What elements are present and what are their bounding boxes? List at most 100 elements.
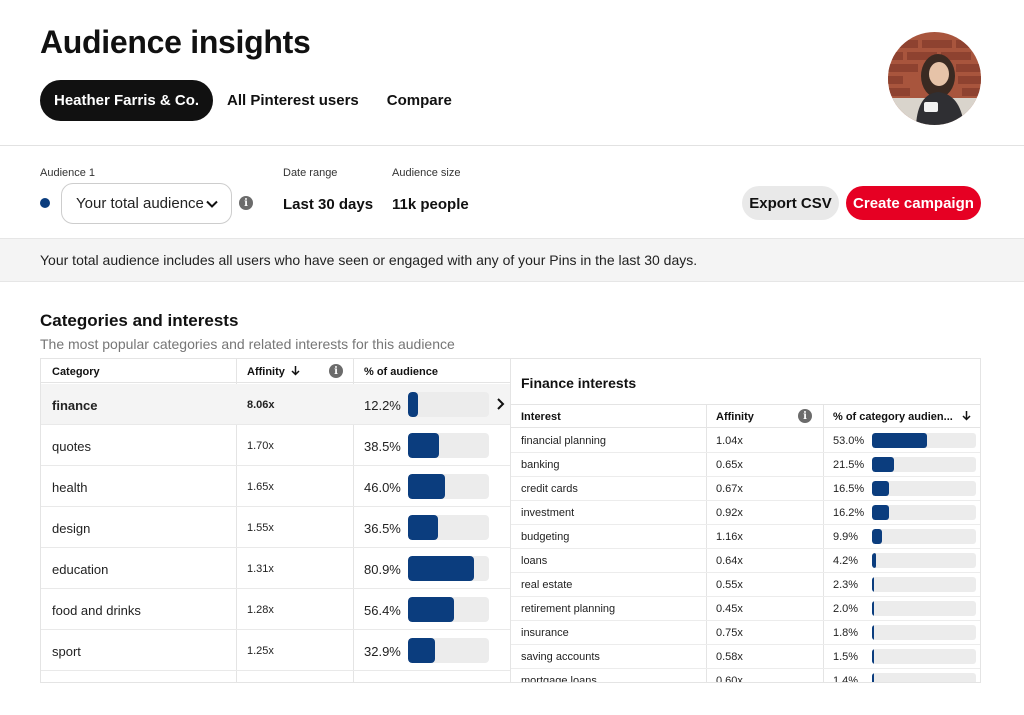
column-header-affinity[interactable]: Affinity [716,411,754,423]
audience-bar [408,474,489,499]
table-row[interactable] [41,671,510,682]
interest-name: financial planning [521,435,607,447]
table-row[interactable]: banking 0.65x 21.5% [511,453,980,477]
category-audience-percent: 2.3% [833,579,859,591]
category-name: finance [52,398,98,413]
category-audience-bar-fill [872,649,874,664]
table-row[interactable]: finance 8.06x 12.2% [41,384,510,425]
create-campaign-button[interactable]: Create campaign [846,186,981,220]
category-name: quotes [52,439,92,454]
affinity-value: 1.70x [247,440,274,452]
category-audience-bar-fill [872,457,895,472]
table-row[interactable]: education 1.31x 80.9% [41,548,510,589]
interest-name: credit cards [521,483,578,495]
affinity-info-icon[interactable]: i [329,364,343,378]
banner-text: Your total audience includes all users w… [40,252,698,268]
table-row[interactable]: investment 0.92x 16.2% [511,501,980,525]
audience-size-label: Audience size [392,167,461,179]
tab-compare[interactable]: Compare [386,92,452,109]
category-audience-percent: 16.2% [833,507,865,519]
arrow-down-icon [291,366,300,376]
category-audience-bar-fill [872,553,877,568]
category-audience-bar-fill [872,673,874,682]
affinity-info-icon[interactable]: i [798,409,812,423]
audience-percent: 80.9% [364,562,401,577]
audience-label: Audience 1 [40,167,96,179]
table-row[interactable]: mortgage loans 0.60x 1.4% [511,669,980,683]
category-audience-bar-fill [872,505,889,520]
table-row[interactable]: budgeting 1.16x 9.9% [511,525,980,549]
category-name: health [52,480,88,495]
table-row[interactable]: sport 1.25x 32.9% [41,630,510,671]
audience-bar-fill [408,597,454,622]
affinity-value: 0.60x [716,675,743,683]
affinity-value: 1.55x [247,522,274,534]
table-row[interactable]: quotes 1.70x 38.5% [41,425,510,466]
category-audience-bar [872,481,976,496]
tab-heather-farris[interactable]: Heather Farris & Co. [40,80,214,121]
table-row[interactable]: credit cards 0.67x 16.5% [511,477,980,501]
column-header-affinity[interactable]: Affinity [247,366,300,378]
interest-name: investment [521,507,575,519]
affinity-value: 1.16x [716,531,743,543]
category-audience-bar [872,601,976,616]
avatar[interactable] [888,32,981,125]
section-title: Categories and interests [40,311,239,330]
audience-bar [408,597,489,622]
table-row[interactable]: financial planning 1.04x 53.0% [511,429,980,453]
category-audience-percent: 53.0% [833,435,865,447]
audience-controls: Audience 1 Your total audience i Date ra… [0,147,1024,239]
chevron-down-icon [206,200,218,208]
table-row[interactable]: retirement planning 0.45x 2.0% [511,597,980,621]
column-header-category-audience[interactable]: % of category audien... [833,411,971,423]
audience-select[interactable]: Your total audience [61,183,232,224]
audience-percent: 56.4% [364,603,401,618]
export-csv-button[interactable]: Export CSV [742,186,839,220]
audience-bar [408,433,489,458]
audience-color-dot [40,198,50,208]
affinity-value: 0.45x [716,603,743,615]
interest-name: saving accounts [521,651,600,663]
category-audience-percent: 1.8% [833,627,859,639]
affinity-value: 1.31x [247,563,274,575]
table-row[interactable]: insurance 0.75x 1.8% [511,621,980,645]
category-name: education [52,562,109,577]
category-audience-percent: 4.2% [833,555,859,567]
audience-percent: 36.5% [364,521,401,536]
category-audience-percent: 21.5% [833,459,865,471]
table-row[interactable]: design 1.55x 36.5% [41,507,510,548]
table-header: Category Affinity i % of audience [41,359,510,383]
column-header-audience[interactable]: % of audience [364,366,438,378]
table-row[interactable]: real estate 0.55x 2.3% [511,573,980,597]
audience-size-value: 11k people [392,196,469,213]
category-audience-bar [872,457,976,472]
affinity-value: 1.04x [716,435,743,447]
chevron-right-icon[interactable] [496,398,506,410]
category-audience-bar-fill [872,481,890,496]
table-row[interactable]: loans 0.64x 4.2% [511,549,980,573]
category-audience-percent: 2.0% [833,603,859,615]
audience-bar-fill [408,515,438,540]
audience-bar [408,515,489,540]
column-header-interest[interactable]: Interest [521,411,561,423]
tab-all-pinterest-users[interactable]: All Pinterest users [227,92,359,109]
audience-percent: 38.5% [364,439,401,454]
interest-name: retirement planning [521,603,616,615]
audience-bar-fill [408,638,435,663]
finance-title: Finance interests [521,375,637,391]
interest-name: loans [521,555,548,567]
audience-percent: 12.2% [364,398,401,413]
audience-bar [408,556,489,581]
table-row[interactable]: saving accounts 0.58x 1.5% [511,645,980,669]
category-audience-bar [872,529,976,544]
category-audience-percent: 1.5% [833,651,859,663]
category-audience-bar [872,505,976,520]
audience-bar-fill [408,433,440,458]
page-header: Audience insights Heather Farris & Co. A… [0,0,1024,146]
interest-name: banking [521,459,560,471]
table-row[interactable]: health 1.65x 46.0% [41,466,510,507]
table-row[interactable]: food and drinks 1.28x 56.4% [41,589,510,630]
category-audience-bar [872,649,976,664]
info-icon[interactable]: i [239,196,253,210]
column-header-category[interactable]: Category [52,366,100,378]
